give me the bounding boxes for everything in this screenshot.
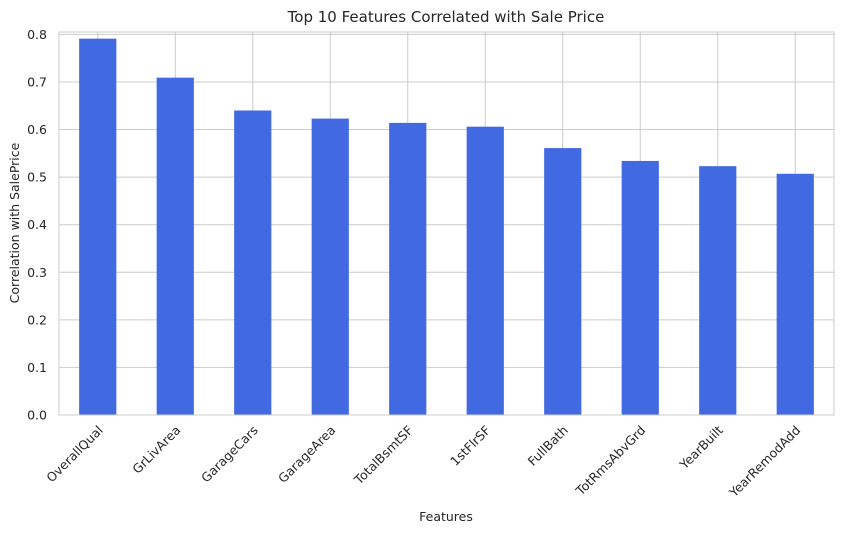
y-tick-label: 0.6 [27, 122, 47, 137]
bar-totalbsmtsf [389, 122, 427, 415]
x-tick-label: GarageCars [198, 423, 261, 486]
x-tick-label: 1stFlrSF [447, 423, 493, 469]
x-tick-label: FullBath [525, 423, 571, 469]
bar-garagearea [311, 118, 349, 415]
y-tick-label: 0.8 [27, 27, 47, 42]
bar-1stflrsf [466, 126, 504, 415]
chart-title: Top 10 Features Correlated with Sale Pri… [287, 8, 605, 26]
bar-totrmsabvgrd [621, 160, 659, 415]
bar-grlivarea [156, 77, 194, 416]
y-tick-label: 0.1 [27, 360, 47, 375]
y-tick-labels: 0.0 0.1 0.2 0.3 0.4 0.5 0.6 0.7 0.8 [27, 27, 47, 423]
bar-garagecars [234, 110, 272, 415]
x-tick-label: TotRmsAbvGrd [572, 423, 648, 499]
y-tick-label: 0.2 [27, 312, 47, 327]
x-tick-label: GarageArea [275, 423, 338, 486]
bar-yearbuilt [699, 166, 737, 415]
x-axis-label: Features [419, 509, 473, 524]
bar-yearremodadd [776, 173, 814, 415]
plot-frame [58, 31, 835, 416]
y-tick-label: 0.4 [27, 217, 47, 232]
y-tick-label: 0.5 [27, 170, 47, 185]
x-tick-label: YearRemodAdd [725, 423, 803, 501]
bar-fullbath [544, 148, 582, 415]
bars [79, 38, 814, 416]
x-tick-label: GrLivArea [129, 423, 183, 477]
x-tick-label: TotalBsmtSF [350, 423, 415, 488]
y-tick-label: 0.3 [27, 265, 47, 280]
bar-overallqual [79, 38, 117, 416]
y-tick-label: 0.7 [27, 74, 47, 89]
y-axis-label: Correlation with SalePrice [7, 142, 22, 303]
x-tick-label: YearBuilt [676, 422, 726, 472]
x-tick-label: OverallQual [43, 423, 106, 486]
y-tick-label: 0.0 [27, 408, 47, 423]
x-tick-labels: OverallQual GrLivArea GarageCars GarageArea… [43, 422, 803, 500]
